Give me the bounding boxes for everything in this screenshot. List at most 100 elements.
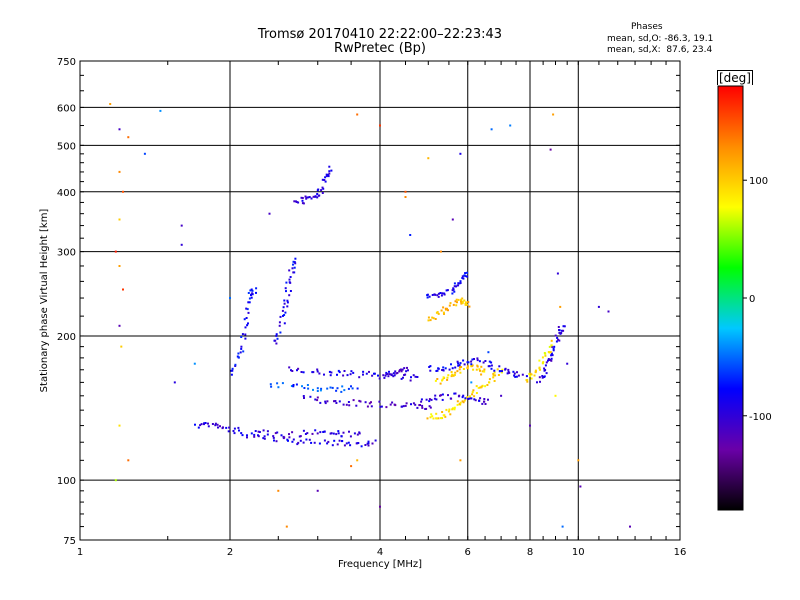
data-point bbox=[245, 307, 248, 310]
data-point bbox=[321, 192, 324, 194]
data-point bbox=[541, 375, 544, 377]
data-point bbox=[483, 400, 486, 403]
data-point bbox=[534, 371, 537, 374]
data-point bbox=[560, 329, 563, 332]
data-point bbox=[253, 435, 256, 438]
data-point bbox=[433, 397, 436, 400]
data-point bbox=[449, 302, 452, 305]
data-point bbox=[474, 399, 477, 402]
data-point bbox=[441, 378, 444, 381]
data-point bbox=[547, 351, 550, 353]
data-point bbox=[449, 413, 452, 416]
data-point bbox=[211, 423, 214, 425]
data-point bbox=[560, 332, 563, 334]
data-point bbox=[331, 386, 334, 389]
data-point bbox=[240, 347, 243, 350]
data-point bbox=[404, 196, 407, 198]
data-point bbox=[454, 392, 457, 395]
data-point bbox=[321, 186, 324, 189]
data-point bbox=[314, 195, 317, 198]
data-point bbox=[308, 438, 311, 441]
data-point bbox=[398, 370, 401, 373]
data-point bbox=[268, 212, 271, 215]
data-point bbox=[379, 505, 381, 508]
data-point bbox=[332, 432, 335, 435]
data-points bbox=[109, 103, 631, 528]
data-point bbox=[470, 381, 473, 384]
data-point bbox=[316, 189, 319, 192]
data-point bbox=[450, 363, 452, 366]
data-point bbox=[300, 371, 303, 373]
data-point bbox=[379, 124, 381, 127]
data-point bbox=[437, 367, 440, 370]
data-point bbox=[302, 429, 305, 432]
data-point bbox=[251, 289, 254, 292]
data-point bbox=[441, 393, 444, 396]
data-point bbox=[204, 422, 207, 424]
data-point bbox=[428, 398, 431, 401]
data-point bbox=[341, 385, 344, 388]
data-point bbox=[282, 306, 285, 309]
data-point bbox=[442, 369, 445, 371]
data-point bbox=[285, 525, 288, 528]
data-point bbox=[420, 400, 423, 403]
data-point bbox=[490, 364, 493, 367]
data-point bbox=[254, 430, 257, 432]
data-point bbox=[448, 304, 451, 307]
data-point bbox=[455, 285, 457, 288]
data-point bbox=[234, 365, 237, 367]
data-point bbox=[538, 367, 541, 370]
data-point bbox=[284, 311, 287, 314]
data-point bbox=[457, 282, 460, 285]
data-point bbox=[329, 432, 332, 435]
data-point bbox=[533, 374, 536, 377]
data-point bbox=[323, 179, 326, 181]
x-tick-label: 1 bbox=[77, 547, 83, 558]
data-point bbox=[428, 400, 431, 403]
data-point bbox=[353, 432, 356, 435]
data-point bbox=[551, 345, 554, 348]
data-point bbox=[270, 385, 273, 388]
data-point bbox=[203, 423, 205, 426]
data-point bbox=[475, 392, 478, 394]
data-point bbox=[430, 398, 433, 401]
data-point bbox=[367, 444, 370, 447]
data-point bbox=[382, 374, 385, 377]
stats-line-x: mean, sd,X: 87.6, 23.4 bbox=[607, 45, 713, 55]
data-point bbox=[498, 365, 501, 368]
data-point bbox=[452, 303, 455, 306]
data-point bbox=[362, 373, 364, 376]
data-point bbox=[461, 300, 464, 303]
data-point bbox=[225, 426, 228, 429]
data-point bbox=[291, 370, 294, 372]
data-point bbox=[327, 440, 330, 443]
data-point bbox=[387, 375, 390, 378]
data-point bbox=[451, 218, 454, 221]
data-point bbox=[454, 300, 457, 303]
data-point bbox=[366, 405, 369, 408]
y-axis-label: Stationary phase Virtual Height [km] bbox=[39, 209, 50, 393]
data-point bbox=[558, 339, 561, 342]
data-point bbox=[512, 370, 515, 373]
data-point bbox=[295, 201, 298, 203]
data-point bbox=[494, 374, 497, 377]
data-point bbox=[316, 196, 319, 199]
data-point bbox=[487, 351, 490, 354]
data-point bbox=[336, 373, 338, 376]
data-point bbox=[276, 337, 279, 340]
data-point bbox=[274, 432, 277, 435]
data-point bbox=[329, 374, 332, 377]
data-point bbox=[478, 368, 481, 371]
data-point bbox=[550, 357, 553, 360]
data-point bbox=[464, 272, 467, 275]
chart-title: Tromsø 20170410 22:22:00–22:23:43 bbox=[257, 27, 503, 42]
data-point bbox=[237, 356, 240, 359]
data-point bbox=[316, 399, 319, 402]
data-point bbox=[324, 180, 327, 183]
data-point bbox=[471, 393, 474, 396]
data-point bbox=[475, 385, 478, 388]
data-point bbox=[244, 337, 247, 340]
data-point bbox=[320, 387, 323, 390]
data-point bbox=[238, 429, 240, 432]
data-point bbox=[289, 281, 292, 284]
